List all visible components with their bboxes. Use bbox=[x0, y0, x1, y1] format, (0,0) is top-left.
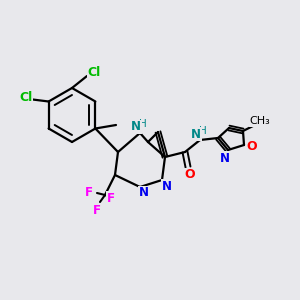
Text: F: F bbox=[85, 185, 93, 199]
Text: F: F bbox=[93, 203, 101, 217]
Text: O: O bbox=[247, 140, 257, 154]
Text: Cl: Cl bbox=[87, 65, 101, 79]
Text: CH₃: CH₃ bbox=[250, 116, 270, 126]
Text: O: O bbox=[185, 169, 195, 182]
Text: N: N bbox=[191, 128, 201, 140]
Text: H: H bbox=[139, 119, 147, 129]
Text: Cl: Cl bbox=[19, 91, 32, 104]
Text: F: F bbox=[107, 191, 115, 205]
Text: N: N bbox=[139, 187, 149, 200]
Text: H: H bbox=[199, 126, 207, 136]
Text: N: N bbox=[162, 179, 172, 193]
Text: N: N bbox=[220, 152, 230, 164]
Text: N: N bbox=[131, 121, 141, 134]
